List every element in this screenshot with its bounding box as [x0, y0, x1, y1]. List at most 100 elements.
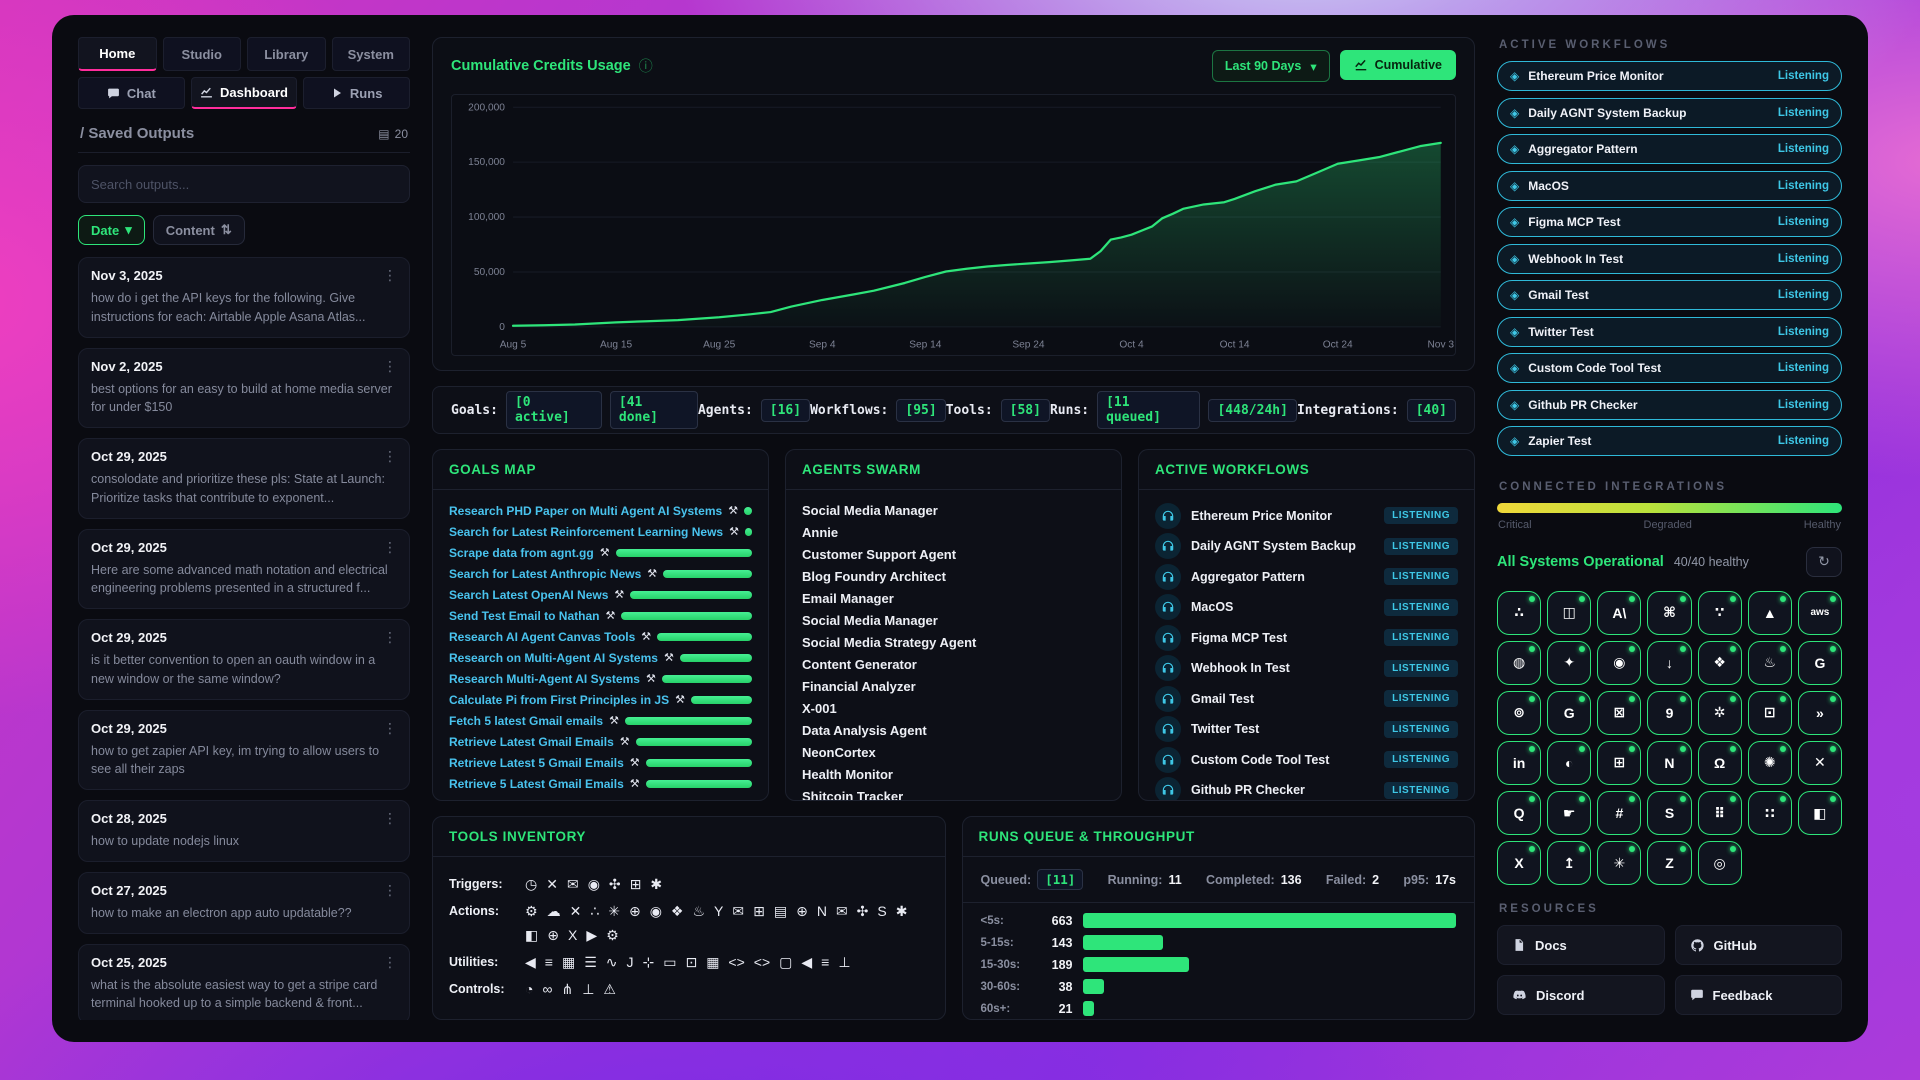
integration-integration[interactable]: ✳ — [1597, 841, 1642, 886]
sort-content-button[interactable]: Content ⇅ — [152, 215, 245, 245]
workflow-pill[interactable]: ◈ Twitter Test Listening — [1497, 316, 1842, 347]
tree-icon[interactable]: ⊥ — [582, 981, 595, 998]
agent-name[interactable]: Social Media Manager — [802, 613, 938, 629]
box-icon[interactable]: ◧ — [525, 927, 539, 944]
kebab-menu-icon[interactable]: ⋮ — [383, 719, 397, 736]
server-icon[interactable]: ☰ — [584, 954, 597, 971]
download-integration[interactable]: ↓ — [1647, 640, 1692, 685]
agent-name[interactable]: X-001 — [802, 701, 837, 717]
airtable-integration[interactable]: ∴ — [1497, 590, 1542, 635]
gear-icon[interactable]: ✣ — [856, 903, 869, 920]
hubspot-integration[interactable]: ✲ — [1697, 690, 1742, 735]
discord-integration[interactable]: ◉ — [1597, 640, 1642, 685]
feedback-button[interactable]: Feedback — [1674, 975, 1842, 1016]
tab-studio[interactable]: Studio — [162, 37, 241, 71]
stripe-integration[interactable]: S — [1647, 791, 1692, 836]
integration-integration[interactable]: ◐ — [1547, 740, 1592, 786]
info-icon[interactable]: ⓘ — [638, 58, 653, 74]
workflow-row[interactable]: Webhook In Test LISTENING — [1155, 653, 1458, 684]
doc-icon[interactable]: ≡ — [544, 954, 553, 971]
saved-output-card[interactable]: Oct 28, 2025 ⋮ how to update nodejs linux — [78, 800, 410, 862]
agent-name[interactable]: Social Media Strategy Agent — [802, 635, 977, 651]
dropbox-integration[interactable]: ❖ — [1697, 640, 1742, 685]
kebab-menu-icon[interactable]: ⋮ — [383, 629, 397, 645]
inbox-icon[interactable]: ✉ — [835, 903, 848, 920]
dice-icon[interactable]: ⊡ — [685, 954, 698, 971]
notion-icon[interactable]: N — [816, 903, 827, 920]
workflow-row[interactable]: Aggregator Pattern LISTENING — [1155, 561, 1458, 592]
zoom-integration[interactable]: ◎ — [1697, 841, 1742, 886]
agent-name[interactable]: NeonCortex — [802, 745, 876, 761]
n8n-integration[interactable]: ✕ — [1797, 740, 1842, 786]
shuffle-icon[interactable]: ∿ — [605, 954, 618, 971]
workflow-pill[interactable]: ◈ Aggregator Pattern Listening — [1497, 134, 1842, 164]
tab-system[interactable]: System — [331, 37, 410, 71]
workflow-row[interactable]: Twitter Test LISTENING — [1155, 714, 1458, 745]
stopwatch-icon[interactable]: ◔ — [525, 981, 534, 998]
integration-integration[interactable]: ☛ — [1547, 791, 1592, 836]
saved-output-card[interactable]: Nov 2, 2025 ⋮ best options for an easy to … — [78, 347, 410, 428]
stripe-icon[interactable]: S — [877, 903, 887, 920]
kebab-menu-icon[interactable]: ⋮ — [383, 267, 397, 283]
x-twitter-icon[interactable]: X — [567, 927, 578, 944]
inbox-icon[interactable]: ✉ — [566, 876, 579, 893]
speaker-icon[interactable]: ◀ — [525, 954, 536, 971]
canva-integration[interactable]: ◍ — [1497, 640, 1542, 685]
tree-icon[interactable]: ⊥ — [838, 954, 851, 971]
subtab-dashboard[interactable]: Dashboard — [190, 77, 298, 109]
goal-link[interactable]: Research PHD Paper on Multi Agent AI Sys… — [449, 503, 723, 518]
intercom-integration[interactable]: ⊡ — [1747, 690, 1792, 735]
agent-name[interactable]: Health Monitor — [802, 767, 893, 783]
goal-link[interactable]: Send Test Email to Nathan — [449, 608, 600, 623]
network-icon[interactable]: ⚙ — [525, 903, 538, 920]
agent-name[interactable]: Financial Analyzer — [802, 679, 916, 695]
subtab-chat[interactable]: Chat — [78, 77, 185, 109]
abacus-icon[interactable]: ▦ — [561, 954, 576, 971]
jira-integration[interactable]: » — [1797, 690, 1842, 735]
airtable-icon[interactable]: ∴ — [590, 903, 600, 920]
doc-icon[interactable]: ≡ — [821, 954, 830, 971]
saved-output-card[interactable]: Oct 29, 2025 ⋮ Here are some advanced math… — [78, 528, 410, 609]
github-icon[interactable]: Y — [714, 903, 724, 920]
slack-integration[interactable]: # — [1597, 791, 1642, 836]
goal-link[interactable]: Research on Multi-Agent AI Systems — [449, 650, 658, 665]
excel-integration[interactable]: ⊠ — [1597, 690, 1642, 735]
docs-button[interactable]: Docs — [1497, 925, 1665, 966]
code-icon[interactable]: <> — [753, 954, 771, 971]
x-twitter-integration[interactable]: X — [1497, 841, 1542, 886]
youtube-icon[interactable]: ▶ — [586, 927, 598, 944]
notion-integration[interactable]: N — [1647, 740, 1692, 786]
kebab-menu-icon[interactable]: ⋮ — [383, 448, 397, 464]
workflow-pill[interactable]: ◈ Gmail Test Listening — [1497, 280, 1842, 310]
saved-output-card[interactable]: Oct 29, 2025 ⋮ is it better convention to … — [78, 619, 410, 700]
discord-icon[interactable]: ◉ — [587, 876, 600, 893]
puzzle-icon[interactable]: ⊹ — [642, 954, 655, 971]
agent-name[interactable]: Email Manager — [802, 591, 894, 607]
burst-icon[interactable]: ✱ — [650, 876, 663, 893]
quickbooks-integration[interactable]: Q — [1497, 791, 1542, 836]
branch-icon[interactable]: ⋔ — [561, 981, 574, 998]
agent-name[interactable]: Customer Support Agent — [802, 547, 957, 563]
workflow-row[interactable]: Figma MCP Test LISTENING — [1155, 622, 1458, 653]
loop-icon[interactable]: ∞ — [542, 981, 553, 998]
kebab-menu-icon[interactable]: ⋮ — [383, 810, 397, 826]
globe-icon[interactable]: ⊕ — [547, 927, 559, 944]
goal-link[interactable]: Retrieve 5 Latest Gmail Emails — [449, 776, 624, 791]
apple-integration[interactable]: ⌘ — [1647, 590, 1692, 635]
table-icon[interactable]: ⊞ — [753, 903, 765, 920]
integration-integration[interactable]: ∷ — [1747, 791, 1792, 836]
clock-icon[interactable]: ◷ — [525, 876, 538, 893]
integration-integration[interactable]: ↥ — [1547, 841, 1592, 886]
ollama-integration[interactable]: Ω — [1697, 740, 1742, 786]
openai-integration[interactable]: ✺ — [1747, 740, 1792, 786]
globe-icon[interactable]: ⊕ — [628, 903, 641, 920]
saved-output-card[interactable]: Oct 29, 2025 ⋮ consolodate and prioritize … — [78, 438, 410, 519]
kebab-menu-icon[interactable]: ⋮ — [383, 538, 397, 555]
workflow-row[interactable]: Github PR Checker LISTENING — [1155, 775, 1458, 801]
workflow-row[interactable]: Ethereum Price Monitor LISTENING — [1155, 500, 1458, 531]
code-icon[interactable]: <> — [728, 954, 745, 971]
saved-output-card[interactable]: Oct 29, 2025 ⋮ how to get zapier API key, … — [78, 709, 410, 790]
github-button[interactable]: GitHub — [1674, 925, 1842, 966]
alert-icon[interactable]: ⚠ — [603, 981, 616, 998]
goal-link[interactable]: Research Multi-Agent AI Systems — [449, 671, 640, 686]
